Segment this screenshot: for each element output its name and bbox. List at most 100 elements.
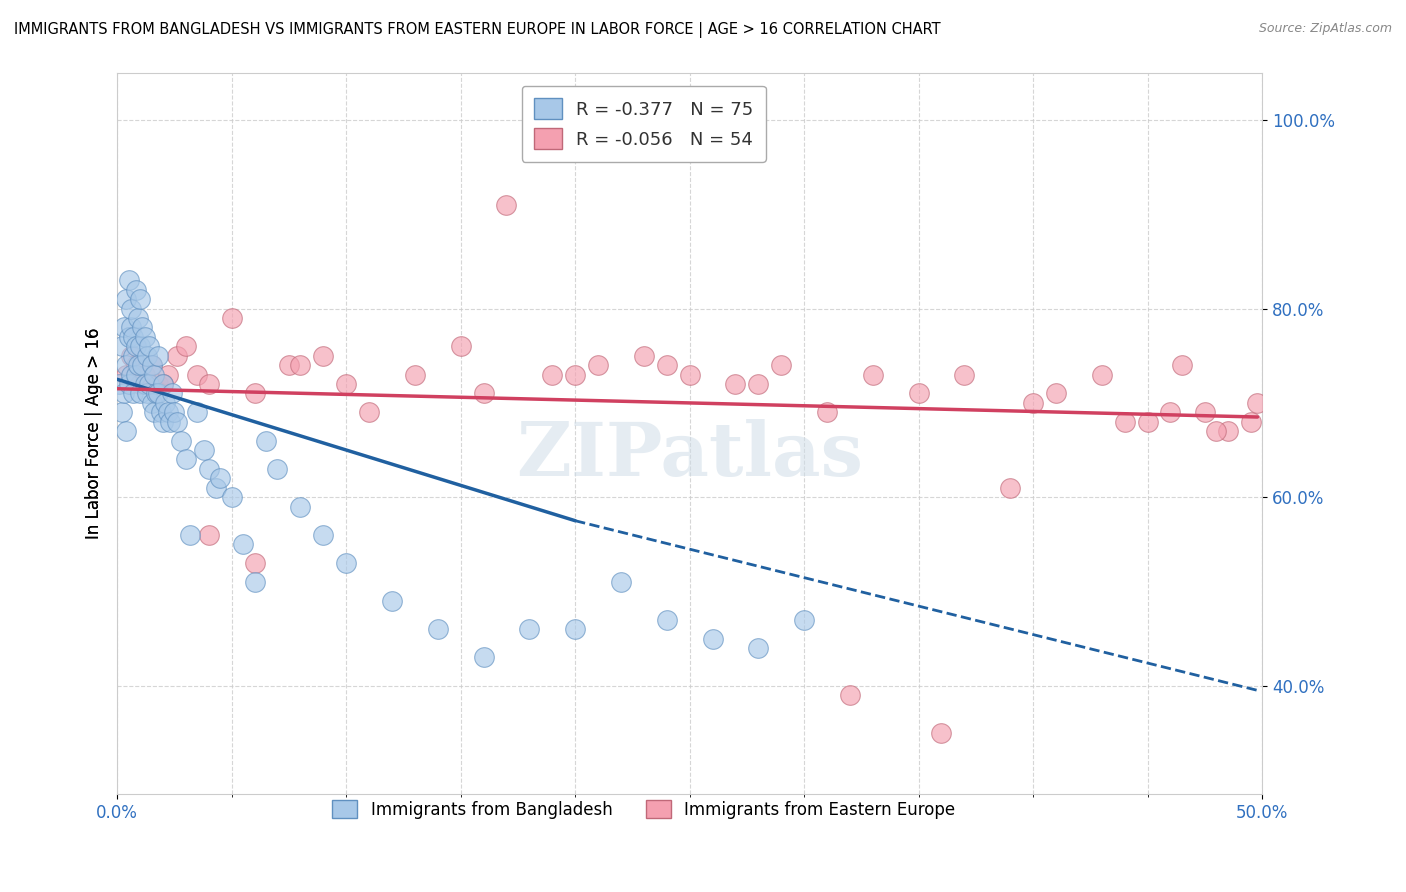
Point <box>312 528 335 542</box>
Point <box>145 386 167 401</box>
Point <box>221 490 243 504</box>
Point <box>1205 424 1227 438</box>
Point <box>120 320 142 334</box>
Point <box>243 574 266 589</box>
Point <box>655 358 678 372</box>
Point <box>243 556 266 570</box>
Point <box>129 292 152 306</box>
Point <box>120 349 142 363</box>
Point <box>148 377 170 392</box>
Point <box>152 377 174 392</box>
Point <box>129 377 152 392</box>
Point <box>472 386 495 401</box>
Point <box>122 330 145 344</box>
Point <box>1136 415 1159 429</box>
Point <box>122 349 145 363</box>
Point <box>174 339 197 353</box>
Point <box>160 386 183 401</box>
Point <box>277 358 299 372</box>
Point <box>131 320 153 334</box>
Point <box>129 339 152 353</box>
Point <box>129 386 152 401</box>
Point <box>998 481 1021 495</box>
Point <box>124 358 146 372</box>
Point <box>152 415 174 429</box>
Point <box>770 358 793 372</box>
Point <box>907 386 929 401</box>
Y-axis label: In Labor Force | Age > 16: In Labor Force | Age > 16 <box>86 327 103 540</box>
Point <box>1216 424 1239 438</box>
Point <box>335 556 357 570</box>
Point <box>124 368 146 382</box>
Point <box>156 368 179 382</box>
Point <box>112 386 135 401</box>
Point <box>174 452 197 467</box>
Point <box>197 377 219 392</box>
Point <box>124 283 146 297</box>
Point <box>290 500 312 514</box>
Point <box>155 396 177 410</box>
Point <box>815 405 838 419</box>
Point <box>793 613 815 627</box>
Point <box>134 377 156 392</box>
Point <box>197 528 219 542</box>
Y-axis label: In Labor Force | Age > 16: In Labor Force | Age > 16 <box>86 327 103 540</box>
Point <box>141 358 163 372</box>
Point <box>1022 396 1045 410</box>
Point <box>1045 386 1067 401</box>
Point <box>381 594 404 608</box>
Point <box>127 358 149 372</box>
Point <box>115 292 138 306</box>
Point <box>120 301 142 316</box>
Point <box>142 405 165 419</box>
Point <box>450 339 472 353</box>
Point <box>747 377 769 392</box>
Point <box>127 311 149 326</box>
Point <box>193 442 215 457</box>
Point <box>131 358 153 372</box>
Point <box>120 368 142 382</box>
Point <box>472 650 495 665</box>
Point <box>134 368 156 382</box>
Point <box>134 330 156 344</box>
Point <box>541 368 564 382</box>
Point <box>166 415 188 429</box>
Point <box>142 368 165 382</box>
Point <box>111 339 134 353</box>
Point <box>197 462 219 476</box>
Point <box>136 386 159 401</box>
Point <box>678 368 700 382</box>
Point <box>117 330 139 344</box>
Point <box>1171 358 1194 372</box>
Point <box>149 405 172 419</box>
Point <box>724 377 747 392</box>
Point <box>163 405 186 419</box>
Text: ZIPatlas: ZIPatlas <box>516 418 863 491</box>
Point <box>404 368 426 382</box>
Legend: Immigrants from Bangladesh, Immigrants from Eastern Europe: Immigrants from Bangladesh, Immigrants f… <box>326 793 962 825</box>
Point <box>115 368 138 382</box>
Point <box>586 358 609 372</box>
Point <box>141 396 163 410</box>
Point <box>152 377 174 392</box>
Point <box>702 632 724 646</box>
Point <box>122 386 145 401</box>
Point <box>159 415 181 429</box>
Point <box>1239 415 1261 429</box>
Point <box>204 481 226 495</box>
Point <box>221 311 243 326</box>
Point <box>838 688 860 702</box>
Point <box>564 368 586 382</box>
Text: Source: ZipAtlas.com: Source: ZipAtlas.com <box>1258 22 1392 36</box>
Point <box>610 574 633 589</box>
Point <box>1114 415 1136 429</box>
Point <box>115 358 138 372</box>
Point <box>1159 405 1181 419</box>
Point <box>141 358 163 372</box>
Point <box>747 640 769 655</box>
Point <box>209 471 232 485</box>
Point <box>111 405 134 419</box>
Point <box>179 528 201 542</box>
Point <box>186 405 208 419</box>
Point <box>138 339 160 353</box>
